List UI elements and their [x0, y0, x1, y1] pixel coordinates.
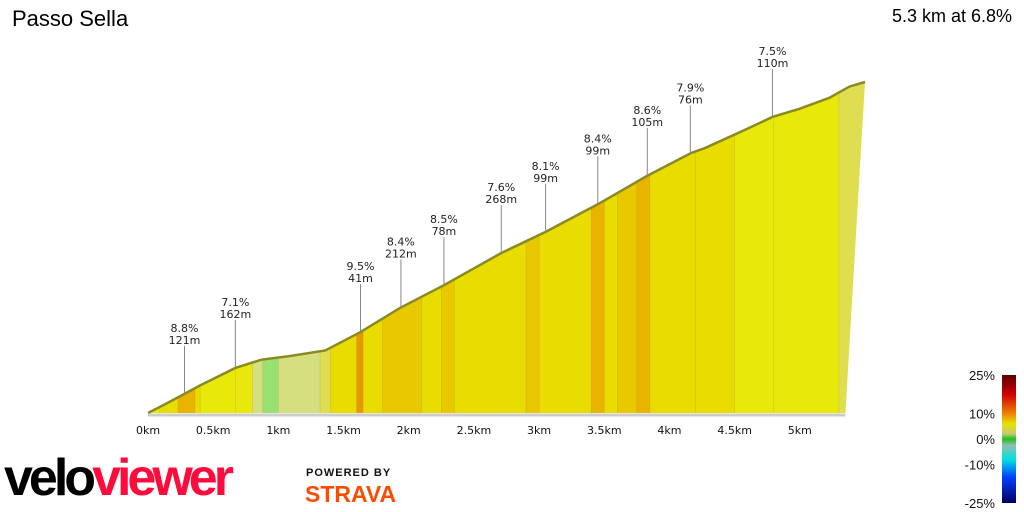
annotation-length: 99m: [585, 144, 610, 157]
annotation-length: 268m: [485, 193, 517, 206]
x-tick-label: 3.5km: [587, 424, 622, 437]
annotation-length: 105m: [631, 116, 663, 129]
gradient-segment: [441, 82, 456, 413]
annotation-length: 110m: [757, 57, 789, 70]
gradient-segment: [356, 82, 364, 413]
color-scale-label: -25%: [965, 496, 996, 511]
annotation-grade: 9.5%: [347, 260, 375, 273]
strava-logo: STRAVA: [305, 481, 397, 507]
x-tick-label: 2km: [397, 424, 421, 437]
gradient-segment: [538, 82, 593, 413]
gradient-segment: [603, 82, 619, 413]
x-tick-label: 0.5km: [196, 424, 231, 437]
gradient-segment: [148, 82, 161, 413]
climb-summary: 5.3 km at 6.8%: [891, 6, 1012, 26]
annotation-length: 41m: [348, 272, 373, 285]
annotation-length: 78m: [432, 225, 457, 238]
annotation-length: 99m: [533, 172, 558, 185]
veloviewer-logo: veloviewer: [4, 449, 234, 507]
gradient-segment: [838, 82, 865, 413]
gradient-segment: [734, 82, 775, 413]
x-tick-label: 3km: [527, 424, 551, 437]
climb-title: Passo Sella: [12, 6, 129, 31]
annotation-grade: 8.4%: [387, 236, 415, 249]
gradient-segment: [278, 82, 321, 413]
gradient-segment: [194, 82, 201, 413]
gradient-segment: [773, 82, 840, 413]
annotation-grade: 7.5%: [758, 45, 786, 58]
annotation-length: 162m: [219, 308, 251, 321]
color-scale-label: 0%: [976, 432, 995, 447]
gradient-segment: [251, 82, 264, 413]
annotation-length: 212m: [385, 248, 417, 261]
annotation-grade: 8.5%: [430, 213, 458, 226]
powered-by-label: POWERED BY: [306, 467, 392, 479]
x-tick-label: 2.5km: [457, 424, 492, 437]
annotation-grade: 8.6%: [633, 104, 661, 117]
gradient-color-scale: [1002, 375, 1016, 503]
color-scale-label: -10%: [965, 458, 996, 473]
annotation-grade: 8.1%: [532, 160, 560, 173]
x-tick-label: 4km: [657, 424, 681, 437]
color-scale-label: 10%: [969, 406, 995, 421]
x-tick-label: 1.5km: [326, 424, 361, 437]
profile-line: [147, 80, 866, 415]
annotation-grade: 7.6%: [487, 181, 515, 194]
annotation-length: 76m: [678, 93, 703, 106]
annotation-grade: 7.9%: [676, 81, 704, 94]
gradient-segment: [525, 82, 540, 413]
gradient-segment: [362, 82, 384, 413]
gradient-segment: [421, 82, 443, 413]
gradient-segment: [262, 82, 280, 413]
gradient-segment: [159, 82, 179, 413]
gradient-segment: [695, 82, 736, 413]
gradient-segment: [590, 82, 606, 413]
x-tick-label: 5km: [788, 424, 812, 437]
annotation-grade: 7.1%: [221, 296, 249, 309]
x-tick-label: 4.5km: [717, 424, 752, 437]
annotation-grade: 8.4%: [584, 132, 612, 145]
annotation-grade: 8.8%: [171, 322, 199, 335]
gradient-segment: [199, 82, 237, 413]
x-tick-label: 1km: [266, 424, 290, 437]
gradient-segment: [330, 82, 358, 413]
annotation-length: 121m: [169, 334, 201, 347]
gradient-segment: [177, 82, 196, 413]
color-scale-label: 25%: [969, 368, 995, 383]
x-tick-label: 0km: [136, 424, 160, 437]
gradient-segment: [319, 82, 332, 413]
gradient-segment: [454, 82, 527, 413]
